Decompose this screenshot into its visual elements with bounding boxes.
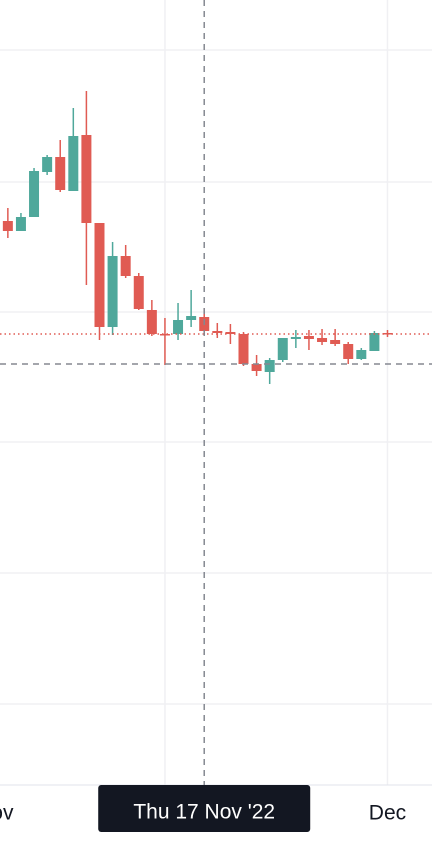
candle-body [277,338,288,360]
candle-body [146,310,157,334]
candle-body [317,338,328,342]
candle-body [330,340,341,344]
candle-body [68,136,79,191]
candle-body [290,337,301,339]
candle-body [186,316,197,320]
candle-body [15,217,26,231]
candle-body [369,333,380,351]
candle-body [55,157,66,190]
candle-body [29,171,40,217]
candle-body [343,344,354,359]
candle-body [225,332,236,334]
x-tick-label: Nov [0,802,14,825]
candle-body [120,256,131,276]
candle-body [212,331,223,333]
candle-body [238,334,249,364]
candle-body [303,336,314,339]
candle-body [159,334,170,336]
candle-body [2,221,13,231]
candle-body [251,364,262,371]
candle-body [81,135,92,223]
candle-body [107,256,118,327]
candle-body [356,350,367,359]
candle-body [264,360,275,372]
candle-body [94,223,105,327]
x-tick-label: Dec [369,802,406,825]
crosshair-label: Thu 17 Nov '22 [133,801,275,824]
candle-body [173,320,184,334]
crosshair-label-box [98,785,311,832]
candle-body [42,157,53,172]
candle-body [133,276,144,309]
